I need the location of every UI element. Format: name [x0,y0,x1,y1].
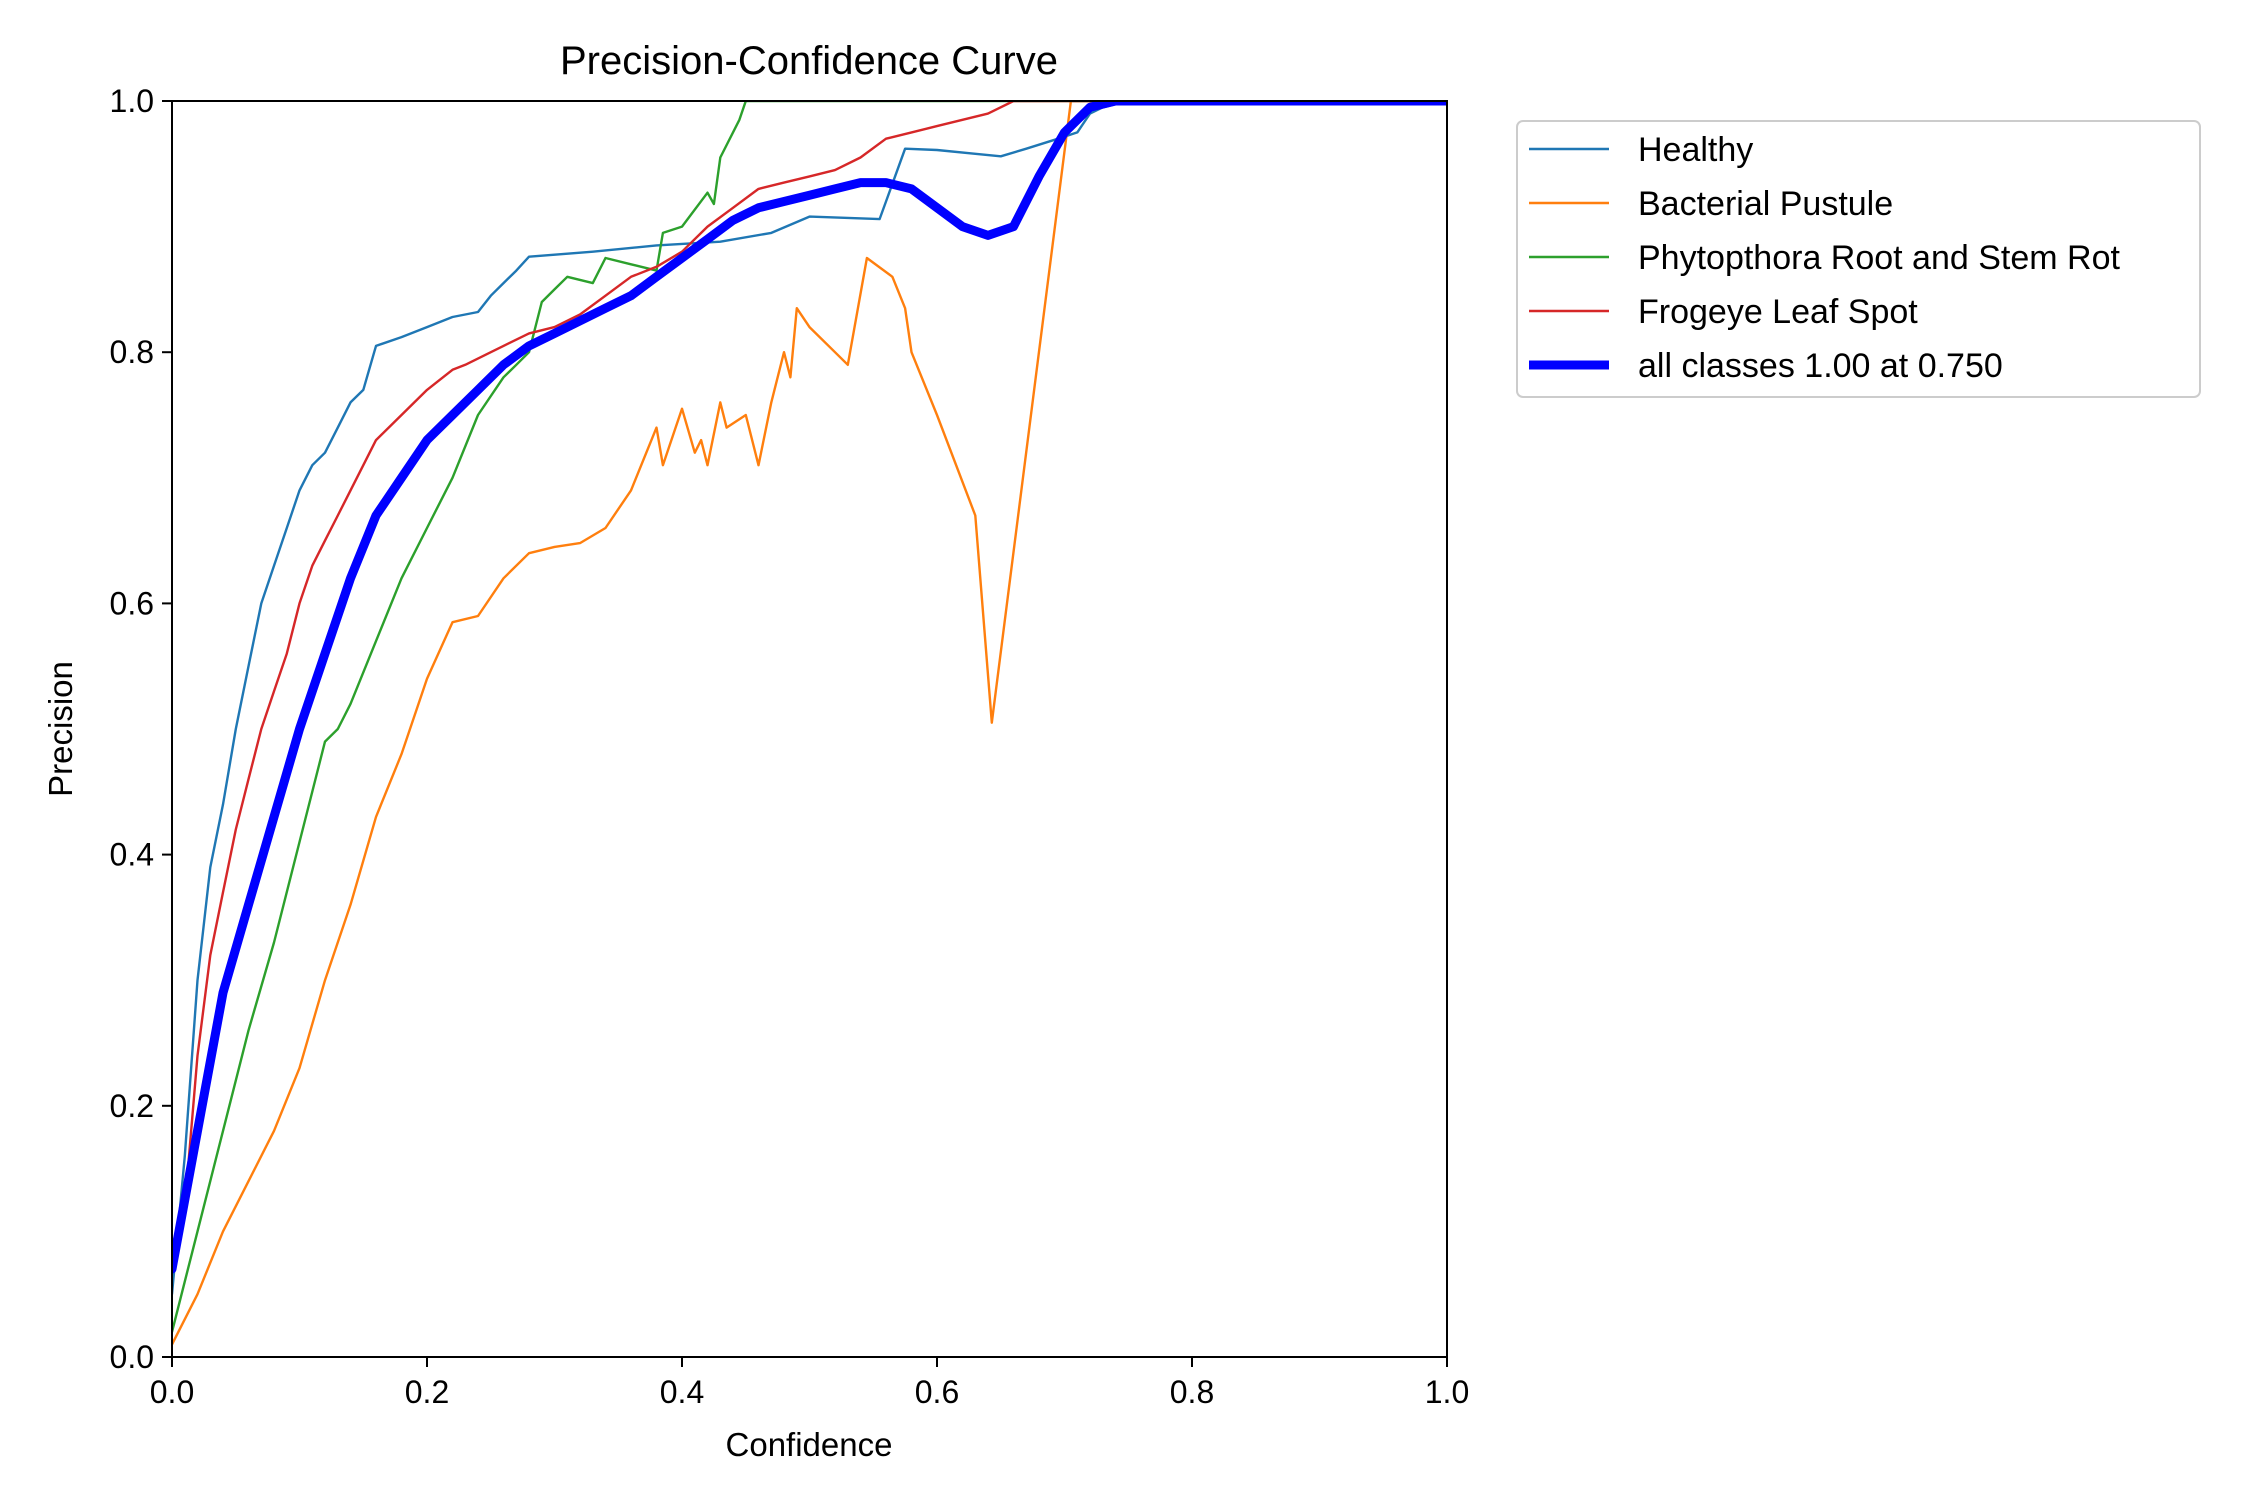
legend-label: all classes 1.00 at 0.750 [1638,347,2003,385]
x-tick-label: 0.0 [150,1374,194,1410]
plot-frame [171,100,1448,1358]
plot-area [171,100,1448,1358]
y-tick-label: 0.4 [110,837,154,873]
series-line-1 [172,101,1447,1296]
x-tick-label: 1.0 [1425,1374,1469,1410]
series-line-5 [172,101,1447,1274]
x-tick-label: 0.4 [660,1374,704,1410]
chart-title: Precision-Confidence Curve [560,39,1058,83]
x-tick-label: 0.2 [405,1374,449,1410]
series-line-4 [172,101,1447,1258]
series-line-2 [172,101,1447,1346]
legend-label: Bacterial Pustule [1638,185,1893,223]
series-line-3 [172,101,1447,1334]
legend-box [1516,120,2201,398]
y-tick-label: 0.8 [110,334,154,370]
y-tick-label: 0.2 [110,1088,154,1124]
y-tick-label: 0.6 [110,585,154,621]
x-tick-label: 0.6 [915,1374,959,1410]
legend-label: Frogeye Leaf Spot [1638,293,1918,331]
legend: Healthy Bacterial Pustule Phytopthora Root… [1516,120,2201,398]
y-tick-label: 1.0 [110,83,154,119]
y-axis-title: Precision [42,661,79,797]
legend-label: Phytopthora Root and Stem Rot [1638,239,2120,277]
x-tick-label: 0.8 [1170,1374,1214,1410]
y-axis: 0.0 0.2 0.4 0.6 0.8 1.0 [110,83,172,1375]
y-tick-label: 0.0 [110,1339,154,1375]
series-layer [172,101,1447,1346]
x-axis-title: Confidence [726,1426,893,1463]
legend-label: Healthy [1638,131,1753,169]
x-axis: 0.0 0.2 0.4 0.6 0.8 1.0 [150,1357,1469,1410]
